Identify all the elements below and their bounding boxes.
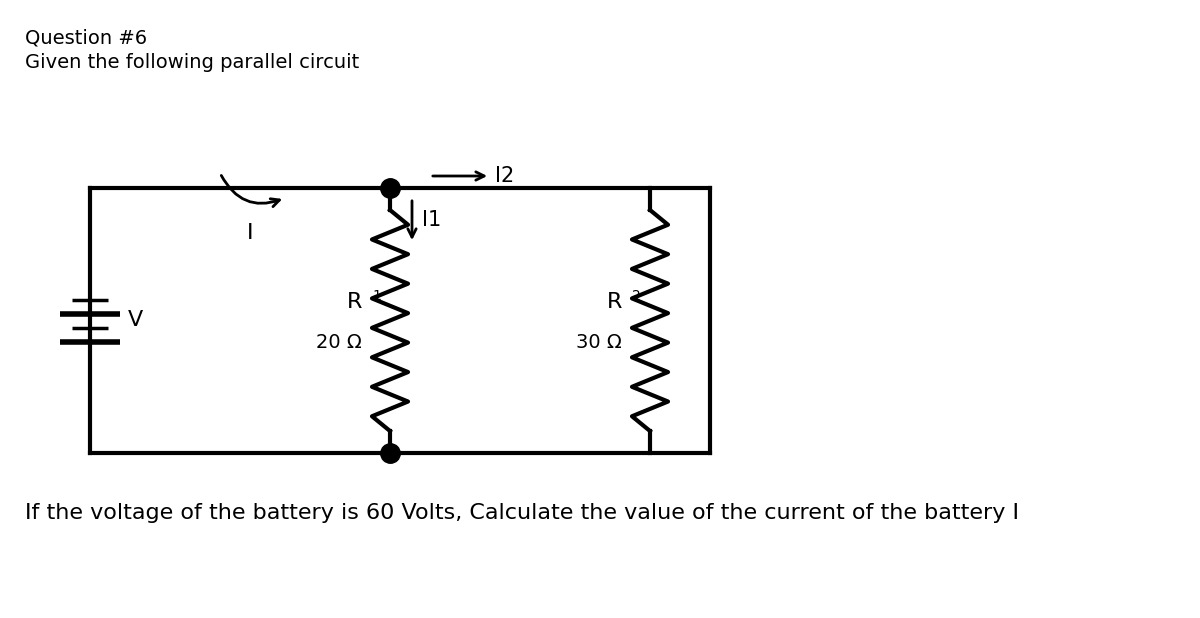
Text: 2: 2 — [632, 289, 641, 302]
Text: 30 Ω: 30 Ω — [576, 333, 622, 352]
Text: 20 Ω: 20 Ω — [317, 333, 362, 352]
Text: Given the following parallel circuit: Given the following parallel circuit — [25, 53, 359, 72]
Text: I1: I1 — [422, 211, 442, 231]
Text: 1: 1 — [372, 289, 380, 302]
Text: Question #6: Question #6 — [25, 28, 148, 47]
Text: I2: I2 — [496, 166, 515, 186]
Text: I: I — [247, 223, 253, 243]
Text: R: R — [607, 292, 622, 313]
Text: If the voltage of the battery is 60 Volts, Calculate the value of the current of: If the voltage of the battery is 60 Volt… — [25, 503, 1019, 523]
Text: V: V — [128, 310, 143, 331]
Text: R: R — [347, 292, 362, 313]
